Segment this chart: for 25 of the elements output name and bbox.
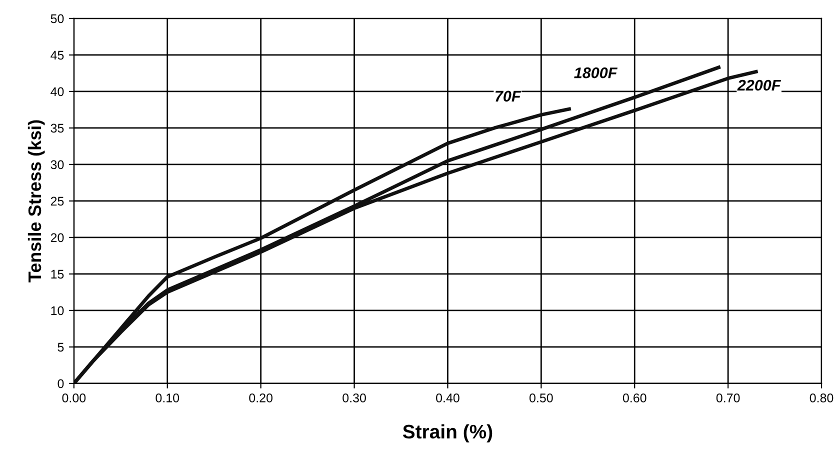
x-tick-label: 0.50 bbox=[529, 394, 553, 402]
x-tick-label: 0.20 bbox=[249, 394, 272, 402]
y-tick-label: 50 bbox=[50, 14, 64, 24]
y-tick-label: 5 bbox=[58, 342, 64, 352]
y-tick-label: 15 bbox=[51, 270, 64, 279]
x-tick-label: 0.80 bbox=[810, 394, 834, 402]
y-tick-label: 20 bbox=[50, 233, 64, 242]
series-label: 2200F bbox=[737, 80, 782, 91]
x-axis-title: Strain (%) bbox=[402, 424, 492, 442]
x-tick-label: 0.60 bbox=[622, 394, 646, 402]
x-tick-label: 0.40 bbox=[436, 394, 460, 402]
x-tick-label: 0.10 bbox=[156, 394, 180, 402]
x-tick-label: 0.70 bbox=[716, 394, 740, 402]
x-tick-label: 0.30 bbox=[342, 394, 366, 402]
y-tick-label: 30 bbox=[50, 160, 64, 170]
y-tick-label: 40 bbox=[50, 87, 64, 96]
y-tick-label: 0 bbox=[58, 379, 64, 388]
y-axis-title: Tensile Stress (ksi) bbox=[28, 120, 45, 282]
y-tick-label: 10 bbox=[51, 306, 64, 316]
series-label: 70F bbox=[496, 90, 522, 102]
x-tick-label: 0.00 bbox=[62, 394, 86, 402]
y-tick-label: 35 bbox=[50, 124, 64, 133]
y-tick-label: 45 bbox=[50, 50, 64, 60]
series-label: 1800F bbox=[574, 67, 618, 78]
y-tick-label: 25 bbox=[50, 196, 64, 206]
